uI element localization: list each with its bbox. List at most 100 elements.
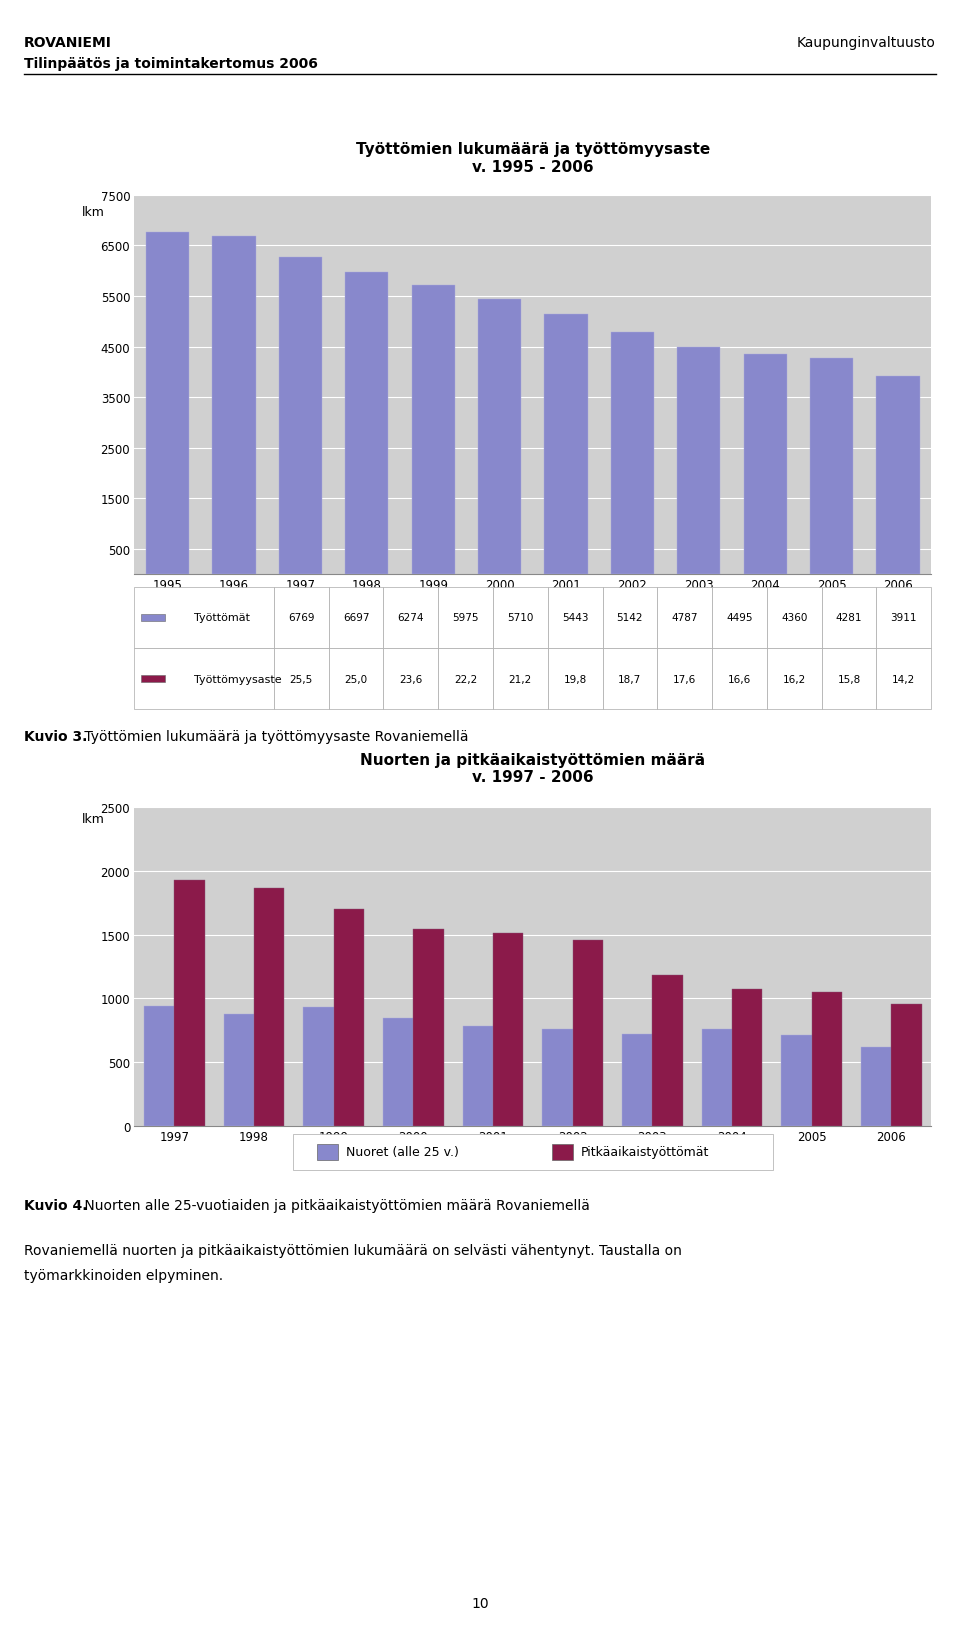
Bar	[274, 588, 328, 650]
Bar	[134, 588, 274, 650]
Bar	[141, 676, 165, 682]
Text: 10: 10	[471, 1596, 489, 1609]
Bar	[328, 650, 383, 710]
Bar	[658, 650, 712, 710]
Text: 17,6: 17,6	[673, 674, 696, 684]
Bar	[544, 315, 588, 574]
Bar	[658, 588, 712, 650]
Text: 21,2: 21,2	[509, 674, 532, 684]
Bar	[175, 880, 204, 1126]
Text: Tilinpäätös ja toimintakertomus 2006: Tilinpäätös ja toimintakertomus 2006	[24, 57, 318, 72]
Bar	[876, 588, 931, 650]
Bar	[224, 1013, 254, 1126]
Bar	[702, 1030, 732, 1126]
Text: 15,8: 15,8	[837, 674, 861, 684]
Text: 14,2: 14,2	[892, 674, 916, 684]
Text: 6769: 6769	[288, 614, 315, 623]
Bar	[573, 942, 603, 1126]
Bar	[383, 1018, 414, 1126]
Text: 25,5: 25,5	[290, 674, 313, 684]
Bar	[144, 1007, 175, 1126]
Bar	[493, 588, 548, 650]
Bar	[712, 588, 767, 650]
Bar	[383, 650, 438, 710]
Bar	[861, 1048, 892, 1126]
Text: Kaupunginvaltuusto: Kaupunginvaltuusto	[797, 36, 936, 51]
Bar	[876, 377, 920, 574]
Bar	[303, 1007, 334, 1126]
Bar	[811, 992, 842, 1126]
Bar	[412, 286, 455, 574]
Text: 23,6: 23,6	[399, 674, 422, 684]
Bar	[653, 976, 683, 1126]
Text: 5975: 5975	[452, 614, 479, 623]
Bar	[463, 1027, 493, 1126]
Bar	[603, 588, 658, 650]
Text: Rovaniemellä nuorten ja pitkäaikaistyöttömien lukumäärä on selvästi vähentynyt. : Rovaniemellä nuorten ja pitkäaikaistyött…	[24, 1244, 682, 1258]
Bar	[146, 233, 189, 574]
Text: Työttömyysaste: Työttömyysaste	[194, 674, 282, 684]
Text: Pitkäaikaistyöttömät: Pitkäaikaistyöttömät	[581, 1146, 709, 1159]
Text: 3911: 3911	[891, 614, 917, 623]
Text: 16,2: 16,2	[782, 674, 805, 684]
Bar	[346, 273, 389, 574]
Bar	[603, 650, 658, 710]
Bar	[548, 588, 603, 650]
Text: 5710: 5710	[507, 614, 534, 623]
Text: Kuvio 4.: Kuvio 4.	[24, 1198, 87, 1213]
Bar	[383, 588, 438, 650]
Text: 5443: 5443	[562, 614, 588, 623]
Bar	[141, 615, 165, 622]
Bar	[892, 1005, 922, 1126]
Bar	[822, 588, 876, 650]
Text: Kuvio 3.: Kuvio 3.	[24, 730, 87, 744]
Text: Nuorten ja pitkäaikaistyöttömien määrä
v. 1997 - 2006: Nuorten ja pitkäaikaistyöttömien määrä v…	[360, 752, 706, 785]
Bar	[278, 258, 322, 574]
Bar	[253, 888, 284, 1126]
Bar	[767, 588, 822, 650]
Text: 6274: 6274	[397, 614, 424, 623]
Text: 6697: 6697	[343, 614, 370, 623]
Text: 4787: 4787	[671, 614, 698, 623]
Text: Työttömät: Työttömät	[194, 614, 251, 623]
Text: 4495: 4495	[726, 614, 753, 623]
Bar	[822, 650, 876, 710]
Bar	[493, 934, 523, 1126]
Bar	[622, 1035, 653, 1126]
Bar	[732, 989, 762, 1126]
Text: Nuoret (alle 25 v.): Nuoret (alle 25 v.)	[346, 1146, 459, 1159]
Bar	[677, 348, 720, 574]
Bar	[542, 1030, 572, 1126]
Text: 22,2: 22,2	[454, 674, 477, 684]
Text: Työttömien lukumäärä ja työttömyysaste
v. 1995 - 2006: Työttömien lukumäärä ja työttömyysaste v…	[355, 142, 710, 175]
Bar	[493, 650, 548, 710]
Bar	[781, 1036, 812, 1126]
Bar	[274, 650, 328, 710]
Text: 4360: 4360	[781, 614, 807, 623]
Text: työmarkkinoiden elpyminen.: työmarkkinoiden elpyminen.	[24, 1268, 223, 1283]
Text: 19,8: 19,8	[564, 674, 587, 684]
Bar	[438, 588, 493, 650]
Bar	[334, 909, 364, 1126]
Bar	[414, 929, 444, 1126]
Bar	[438, 650, 493, 710]
Bar	[712, 650, 767, 710]
Bar	[810, 359, 853, 574]
Bar	[876, 650, 931, 710]
Bar	[611, 333, 654, 574]
Bar	[478, 300, 521, 574]
Text: 25,0: 25,0	[345, 674, 368, 684]
Text: lkm: lkm	[82, 813, 105, 826]
Bar	[328, 588, 383, 650]
Text: lkm: lkm	[82, 206, 105, 219]
Text: 5142: 5142	[616, 614, 643, 623]
Text: ROVANIEMI: ROVANIEMI	[24, 36, 112, 51]
Bar	[767, 650, 822, 710]
Text: 18,7: 18,7	[618, 674, 641, 684]
Bar	[744, 354, 787, 574]
Text: 4281: 4281	[836, 614, 862, 623]
Text: 16,6: 16,6	[728, 674, 751, 684]
Bar	[548, 650, 603, 710]
Bar	[212, 237, 255, 574]
Text: Työttömien lukumäärä ja työttömyysaste Rovaniemellä: Työttömien lukumäärä ja työttömyysaste R…	[80, 730, 468, 744]
